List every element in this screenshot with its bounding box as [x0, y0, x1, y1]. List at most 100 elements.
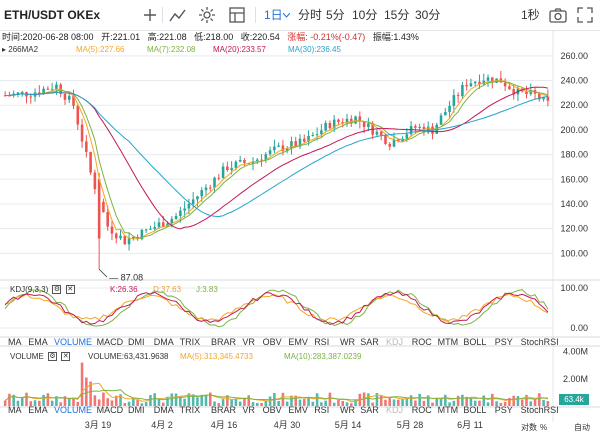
timer-label[interactable]: 1秒 [521, 8, 540, 22]
interval-5m[interactable]: 5分 [326, 8, 345, 22]
volume-bar [345, 402, 349, 406]
indicator-tab-roc[interactable]: ROC [411, 337, 432, 347]
camera-icon[interactable] [548, 5, 568, 25]
indicator-tab-brar[interactable]: BRAR [211, 337, 237, 347]
candle-body [508, 86, 511, 90]
indicator-tab-obv[interactable]: OBV [262, 405, 282, 415]
template-icon[interactable] [227, 5, 247, 25]
indicator-tab-wr[interactable]: WR [340, 337, 355, 347]
candle-body [149, 228, 152, 230]
close-icon[interactable]: ✕ [65, 285, 75, 295]
volume-bar [238, 401, 242, 406]
interval-1d[interactable]: 1日 [264, 8, 283, 22]
plus-icon[interactable] [140, 5, 160, 25]
volume-bar [473, 400, 477, 406]
volume-bar [55, 396, 58, 406]
indicator-tab-ema[interactable]: EMA [28, 337, 48, 347]
indicator-tab-vr[interactable]: VR [242, 405, 255, 415]
indicator-tab-boll[interactable]: BOLL [463, 405, 487, 415]
close-value: 收:220.54 [240, 32, 280, 42]
candle-body [367, 123, 370, 128]
indicator-tab-trix[interactable]: TRIX [179, 337, 201, 347]
indicator-tab-psy[interactable]: PSY [494, 337, 513, 347]
symbol-label[interactable]: ETH/USDT OKEx [4, 8, 101, 22]
indicator-tab-brar[interactable]: BRAR [211, 405, 237, 415]
indicator-tab-volume[interactable]: VOLUME [54, 337, 93, 347]
indicator-tab-boll[interactable]: BOLL [463, 337, 487, 347]
candles-icon[interactable] [168, 5, 188, 25]
volume-bar [110, 400, 114, 406]
indicator-tab-obv[interactable]: OBV [262, 337, 282, 347]
candle-body [452, 95, 456, 106]
indicator-tab-dma[interactable]: DMA [153, 405, 174, 415]
volume-bar [448, 402, 451, 406]
interval-timeline[interactable]: 分时 [298, 8, 323, 22]
indicator-tab-ema[interactable]: EMA [28, 405, 48, 415]
interval-15m[interactable]: 15分 [384, 8, 410, 22]
percent-toggle[interactable]: % [540, 423, 548, 432]
candle-body [221, 166, 225, 179]
indicator-tab-emv[interactable]: EMV [288, 405, 308, 415]
main-legend-title: 266MA2 [8, 45, 39, 54]
indicator-tab-vr[interactable]: VR [242, 337, 255, 347]
volume-bar [388, 397, 392, 406]
fullscreen-icon[interactable] [575, 5, 595, 25]
volume-legend-title: VOLUME ⚙ ✕ [10, 352, 71, 362]
ma30-line [5, 91, 549, 218]
indicator-tab-ma[interactable]: MA [8, 337, 22, 347]
chevron-down-icon[interactable] [283, 13, 290, 18]
indicator-tab-rsi[interactable]: RSI [314, 337, 330, 347]
indicator-tab-kdj[interactable]: KDJ [386, 337, 404, 347]
collapse-icon[interactable]: ▸ [2, 45, 7, 54]
indicator-tab-roc[interactable]: ROC [411, 405, 432, 415]
price-tick-label: 240.00 [560, 76, 588, 86]
volume-bar [525, 394, 528, 406]
indicator-tab-trix[interactable]: TRIX [179, 405, 201, 415]
indicator-tab-wr[interactable]: WR [340, 405, 355, 415]
indicator-tab-mtm[interactable]: MTM [437, 405, 459, 415]
indicator-tab-stochrsi[interactable]: StochRSI [520, 337, 559, 347]
interval-30m[interactable]: 30分 [415, 8, 441, 22]
interval-10m[interactable]: 10分 [352, 8, 378, 22]
gear-icon[interactable] [197, 5, 217, 25]
volume-bar [435, 398, 439, 406]
indicator-tab-mtm[interactable]: MTM [437, 337, 459, 347]
settings-icon[interactable]: ⚙ [48, 352, 58, 362]
candle-body [208, 187, 212, 189]
candle-body [345, 118, 349, 124]
auto-scale-toggle[interactable]: 自动 [574, 423, 590, 432]
log-toggle[interactable]: 对数 [521, 423, 537, 432]
volume-bar [132, 397, 135, 406]
volume-bar [127, 401, 131, 406]
price-tick-label: 260.00 [560, 51, 588, 61]
candle-body [161, 222, 165, 227]
indicator-tab-macd[interactable]: MACD [96, 405, 124, 415]
indicator-tab-ma[interactable]: MA [8, 405, 22, 415]
indicator-tab-kdj[interactable]: KDJ [386, 405, 404, 415]
volume-bar [277, 401, 280, 406]
indicator-tab-emv[interactable]: EMV [288, 337, 308, 347]
indicator-tab-sar[interactable]: SAR [360, 405, 379, 415]
settings-icon[interactable]: ⚙ [52, 285, 62, 295]
indicator-tab-macd[interactable]: MACD [96, 337, 124, 347]
indicator-tab-psy[interactable]: PSY [494, 405, 513, 415]
indicator-tab-dmi[interactable]: DMI [128, 337, 145, 347]
volume-bar [379, 395, 383, 406]
indicator-tab-volume[interactable]: VOLUME [54, 405, 93, 415]
candle-body [332, 119, 336, 129]
indicator-tab-stochrsi[interactable]: StochRSI [520, 405, 559, 415]
candle-body [307, 135, 310, 142]
candle-body [119, 235, 122, 239]
volume-bar [191, 394, 195, 406]
candle-body [238, 159, 242, 162]
volume-bar [247, 395, 251, 406]
candle-body [512, 89, 515, 95]
indicator-tab-sar[interactable]: SAR [360, 337, 379, 347]
indicator-tab-dma[interactable]: DMA [153, 337, 174, 347]
close-icon[interactable]: ✕ [61, 352, 71, 362]
candle-body [85, 141, 88, 152]
candle-body [174, 216, 178, 219]
indicator-tab-dmi[interactable]: DMI [128, 405, 145, 415]
indicator-tab-rsi[interactable]: RSI [314, 405, 330, 415]
